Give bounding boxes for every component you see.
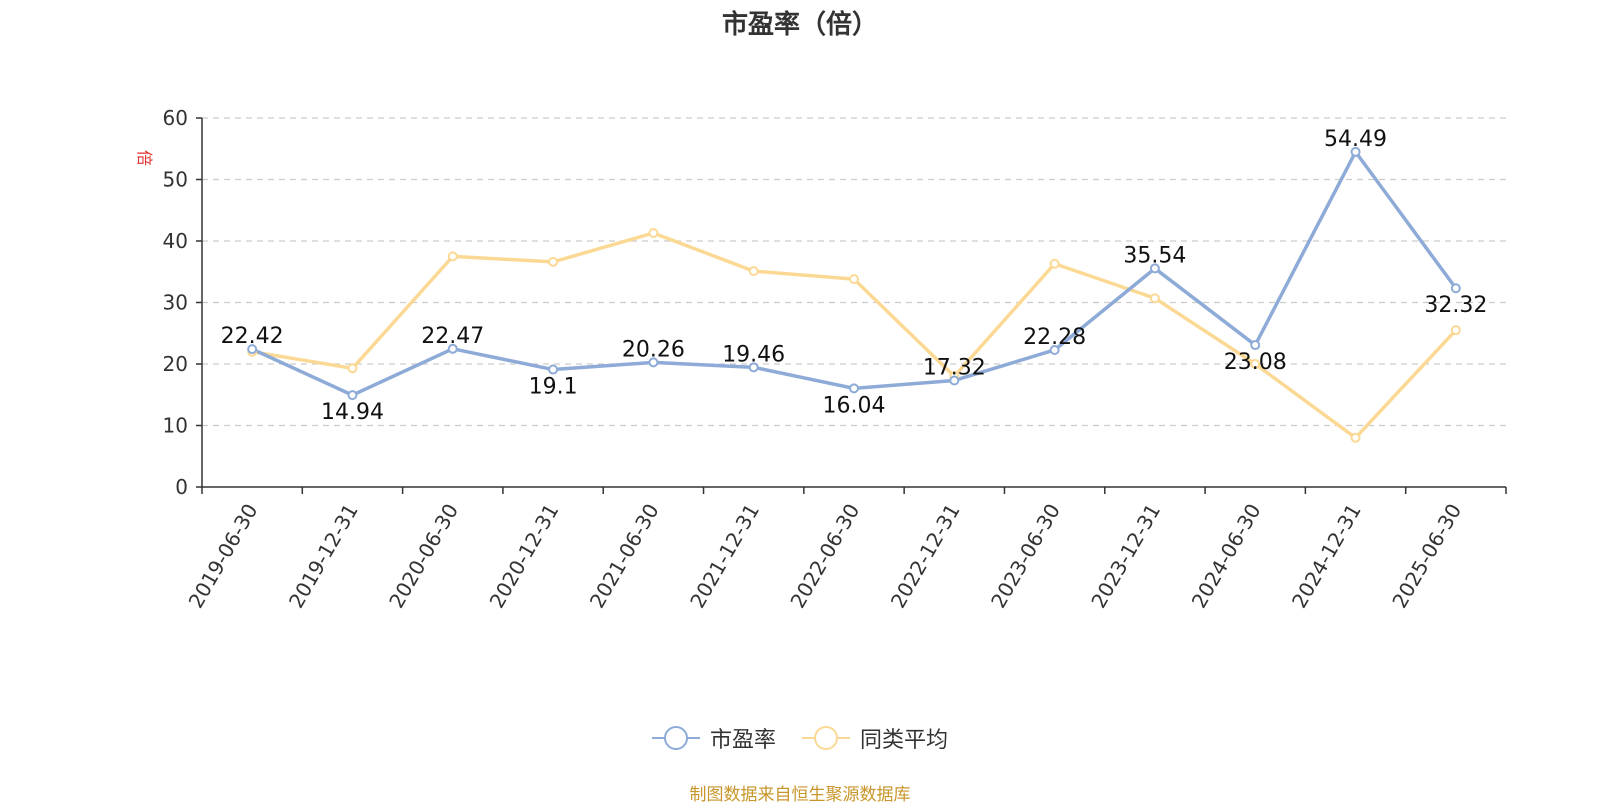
x-tick-label-2019-12-31: 2019-12-31 <box>284 500 363 613</box>
series-0-point-2 <box>447 343 458 354</box>
legend-label-pe: 市盈率 <box>709 728 776 753</box>
data-label-0: 22.42 <box>221 324 284 349</box>
x-tick-label-2024-12-31: 2024-12-31 <box>1287 500 1366 613</box>
data-label-2: 22.47 <box>421 324 484 349</box>
legend-item-peer-average[interactable]: 同类平均 <box>802 722 948 754</box>
x-tick-label-2021-06-30: 2021-06-30 <box>585 500 664 613</box>
x-tick-label-2022-12-31: 2022-12-31 <box>886 500 965 613</box>
series-1-point-1 <box>347 363 358 374</box>
series-1-point-3 <box>548 256 559 267</box>
data-label-10: 23.08 <box>1224 350 1287 375</box>
series-1-point-4 <box>648 228 659 239</box>
data-label-11: 54.49 <box>1324 127 1387 152</box>
series-1-point-2 <box>447 251 458 262</box>
series-1-point-9 <box>1149 293 1160 304</box>
legend-label-peer-average: 同类平均 <box>860 728 949 753</box>
legend-item-pe[interactable]: 市盈率 <box>651 722 776 754</box>
data-label-6: 16.04 <box>823 393 886 418</box>
series-0-point-7 <box>949 375 960 386</box>
x-tick-label-2021-12-31: 2021-12-31 <box>685 500 764 613</box>
series-1-point-12 <box>1450 325 1461 336</box>
data-label-9: 35.54 <box>1123 243 1186 268</box>
series-0-point-12 <box>1450 283 1461 294</box>
y-tick-label-20: 20 <box>163 352 188 376</box>
y-tick-label-40: 40 <box>163 229 188 253</box>
data-label-1: 14.94 <box>321 400 384 425</box>
series-1-point-10 <box>1250 359 1261 369</box>
series-0-point-8 <box>1049 344 1060 355</box>
series-0-point-0 <box>247 344 258 355</box>
data-label-7: 17.32 <box>923 355 986 380</box>
y-tick-label-0: 0 <box>175 475 188 499</box>
data-label-5: 19.46 <box>722 342 785 367</box>
x-tick-label-2025-06-30: 2025-06-30 <box>1387 500 1466 613</box>
x-tick-label-2019-06-30: 2019-06-30 <box>184 500 263 613</box>
x-tick-label-2020-06-30: 2020-06-30 <box>384 500 463 613</box>
series-0-point-10 <box>1250 340 1261 351</box>
data-label-4: 20.26 <box>622 337 685 362</box>
data-label-3: 19.1 <box>529 375 578 400</box>
legend: 市盈率 同类平均 <box>0 722 1600 754</box>
series-1-point-5 <box>748 266 759 277</box>
data-label-8: 22.28 <box>1023 325 1086 350</box>
series-0-point-1 <box>347 390 358 401</box>
y-tick-label-30: 30 <box>163 291 188 315</box>
series-0-point-5 <box>748 362 759 373</box>
source-note: 制图数据来自恒生聚源数据库 <box>689 785 911 805</box>
y-tick-label-10: 10 <box>163 414 188 438</box>
x-tick-label-2020-12-31: 2020-12-31 <box>485 500 564 613</box>
y-tick-label-60: 60 <box>163 106 188 130</box>
series-1-point-8 <box>1049 258 1060 269</box>
series-0-point-11 <box>1350 146 1361 157</box>
chart-title: 市盈率（倍） <box>721 10 878 40</box>
x-tick-label-2023-12-31: 2023-12-31 <box>1086 500 1165 613</box>
series-0-point-4 <box>648 357 659 368</box>
legend-marker-pe <box>651 726 700 750</box>
series-1-point-11 <box>1350 432 1361 443</box>
x-tick-label-2023-06-30: 2023-06-30 <box>986 500 1065 613</box>
series-0-point-9 <box>1149 263 1160 274</box>
y-tick-label-50: 50 <box>163 168 188 192</box>
legend-marker-peer-average <box>802 726 850 750</box>
series-0-point-6 <box>849 383 859 394</box>
x-tick-label-2022-06-30: 2022-06-30 <box>785 500 864 613</box>
x-tick-label-2024-06-30: 2024-06-30 <box>1187 500 1266 613</box>
y-axis-label: 倍 <box>135 150 154 166</box>
data-label-12: 32.32 <box>1424 293 1487 318</box>
series-0-point-3 <box>548 364 559 375</box>
series-1-point-6 <box>849 274 859 285</box>
